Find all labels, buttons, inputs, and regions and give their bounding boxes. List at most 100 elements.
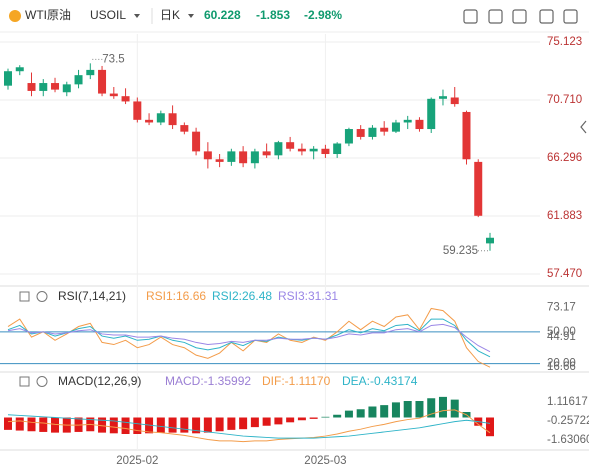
panel-title: RSI(7,14,21) bbox=[58, 289, 126, 303]
macd-bar bbox=[450, 399, 459, 418]
candle-body bbox=[450, 97, 459, 105]
macd-bar bbox=[51, 417, 60, 433]
macd-bar bbox=[297, 417, 306, 421]
candle-body bbox=[344, 129, 353, 144]
candle-body bbox=[215, 159, 224, 162]
macd-bar bbox=[333, 414, 342, 418]
tool-icon[interactable] bbox=[463, 9, 478, 24]
legend-entry: DEA:-0.43174 bbox=[342, 374, 418, 388]
panel-title: MACD(12,26,9) bbox=[58, 374, 141, 388]
legend-entry: MACD:-1.35992 bbox=[165, 374, 251, 388]
macd-bar bbox=[27, 417, 36, 432]
dropdown[interactable] bbox=[188, 14, 194, 18]
macd-bar bbox=[356, 409, 365, 418]
macd-bar bbox=[368, 406, 377, 418]
macd-bar bbox=[203, 417, 212, 433]
candle-body bbox=[15, 67, 24, 72]
symbol-icon bbox=[9, 10, 21, 22]
macd-bar bbox=[321, 416, 330, 418]
macd-bar bbox=[344, 410, 353, 418]
y-tick-label: 73.17 bbox=[547, 301, 576, 313]
macd-bar bbox=[109, 417, 118, 434]
macd-bar bbox=[427, 398, 436, 418]
collapse-button[interactable] bbox=[580, 120, 587, 134]
low-label: 59.235 bbox=[443, 245, 478, 257]
macd-bar bbox=[380, 405, 389, 418]
candle-body bbox=[274, 142, 283, 156]
candle-body bbox=[4, 71, 12, 86]
candle-body bbox=[368, 127, 377, 137]
candle-body bbox=[180, 125, 189, 132]
candle-body bbox=[98, 69, 107, 94]
y-tick-label: 61.883 bbox=[547, 210, 582, 222]
symbol: WTI原油 bbox=[25, 8, 71, 22]
macd-bar bbox=[4, 417, 12, 430]
hide-icon[interactable] bbox=[19, 376, 30, 387]
macd-bar bbox=[192, 417, 201, 434]
rsi-line bbox=[7, 318, 491, 358]
macd-bar bbox=[286, 417, 295, 423]
change-pct: -2.98% bbox=[304, 8, 342, 22]
candle-body bbox=[286, 142, 295, 149]
y-tick-label: 16.66 bbox=[547, 361, 576, 373]
candle-body bbox=[415, 119, 424, 130]
macd-bar bbox=[215, 417, 224, 432]
macd-bar bbox=[180, 417, 189, 433]
tool-icon[interactable] bbox=[512, 9, 527, 24]
settings-icon[interactable] bbox=[36, 376, 48, 387]
hide-icon[interactable] bbox=[19, 291, 30, 302]
settings-icon[interactable] bbox=[36, 291, 48, 302]
candle-body bbox=[391, 122, 400, 132]
candle-body bbox=[427, 98, 436, 130]
candle-body bbox=[62, 84, 71, 93]
candle-body bbox=[380, 127, 389, 132]
candle-body bbox=[227, 151, 236, 162]
candle-body bbox=[133, 101, 142, 120]
x-tick-label: 2025-03 bbox=[304, 455, 346, 467]
macd-bar bbox=[438, 396, 447, 418]
macd-bar bbox=[15, 417, 24, 431]
macd-line bbox=[7, 409, 491, 443]
code[interactable]: USOIL bbox=[90, 8, 126, 22]
macd-bar bbox=[39, 417, 48, 432]
y-tick-label: -0.25722 bbox=[547, 415, 589, 427]
y-tick-label: -1.63060 bbox=[547, 434, 589, 446]
macd-bar bbox=[486, 417, 494, 437]
macd-line bbox=[7, 414, 491, 439]
y-tick-label: 20.00 bbox=[547, 358, 576, 370]
high-label: 73.5 bbox=[102, 53, 124, 65]
price: 60.228 bbox=[204, 8, 241, 22]
candle-body bbox=[356, 129, 365, 137]
candle-body bbox=[109, 93, 118, 97]
candle-body bbox=[321, 148, 330, 155]
tool-icon[interactable] bbox=[488, 9, 503, 24]
y-tick-label: 75.123 bbox=[547, 36, 582, 48]
candle-body bbox=[250, 151, 259, 164]
macd-bar bbox=[274, 417, 283, 425]
candle-body bbox=[168, 113, 177, 126]
candle-body bbox=[297, 148, 306, 152]
macd-bar bbox=[168, 417, 177, 433]
rsi-line bbox=[7, 323, 491, 353]
macd-bar bbox=[156, 417, 165, 433]
macd-bar bbox=[121, 417, 130, 434]
candle-body bbox=[192, 131, 201, 152]
y-tick-label: 1.11617 bbox=[547, 396, 588, 408]
legend-entry: RSI3:31.31 bbox=[278, 289, 338, 303]
candle-body bbox=[239, 151, 248, 164]
period[interactable]: 日K bbox=[160, 8, 180, 22]
macd-bar bbox=[403, 401, 412, 418]
legend-entry: RSI1:16.66 bbox=[146, 289, 206, 303]
macd-bar bbox=[309, 417, 318, 419]
candle-body bbox=[486, 237, 494, 244]
candle-body bbox=[145, 119, 154, 123]
dropdown[interactable] bbox=[134, 14, 140, 18]
macd-bar bbox=[133, 417, 142, 434]
candle-body bbox=[403, 119, 412, 123]
settings-icon[interactable] bbox=[563, 9, 578, 24]
candle-body bbox=[438, 96, 447, 99]
legend-entry: DIF:-1.11170 bbox=[262, 374, 331, 388]
fullscreen-icon[interactable] bbox=[539, 9, 554, 24]
